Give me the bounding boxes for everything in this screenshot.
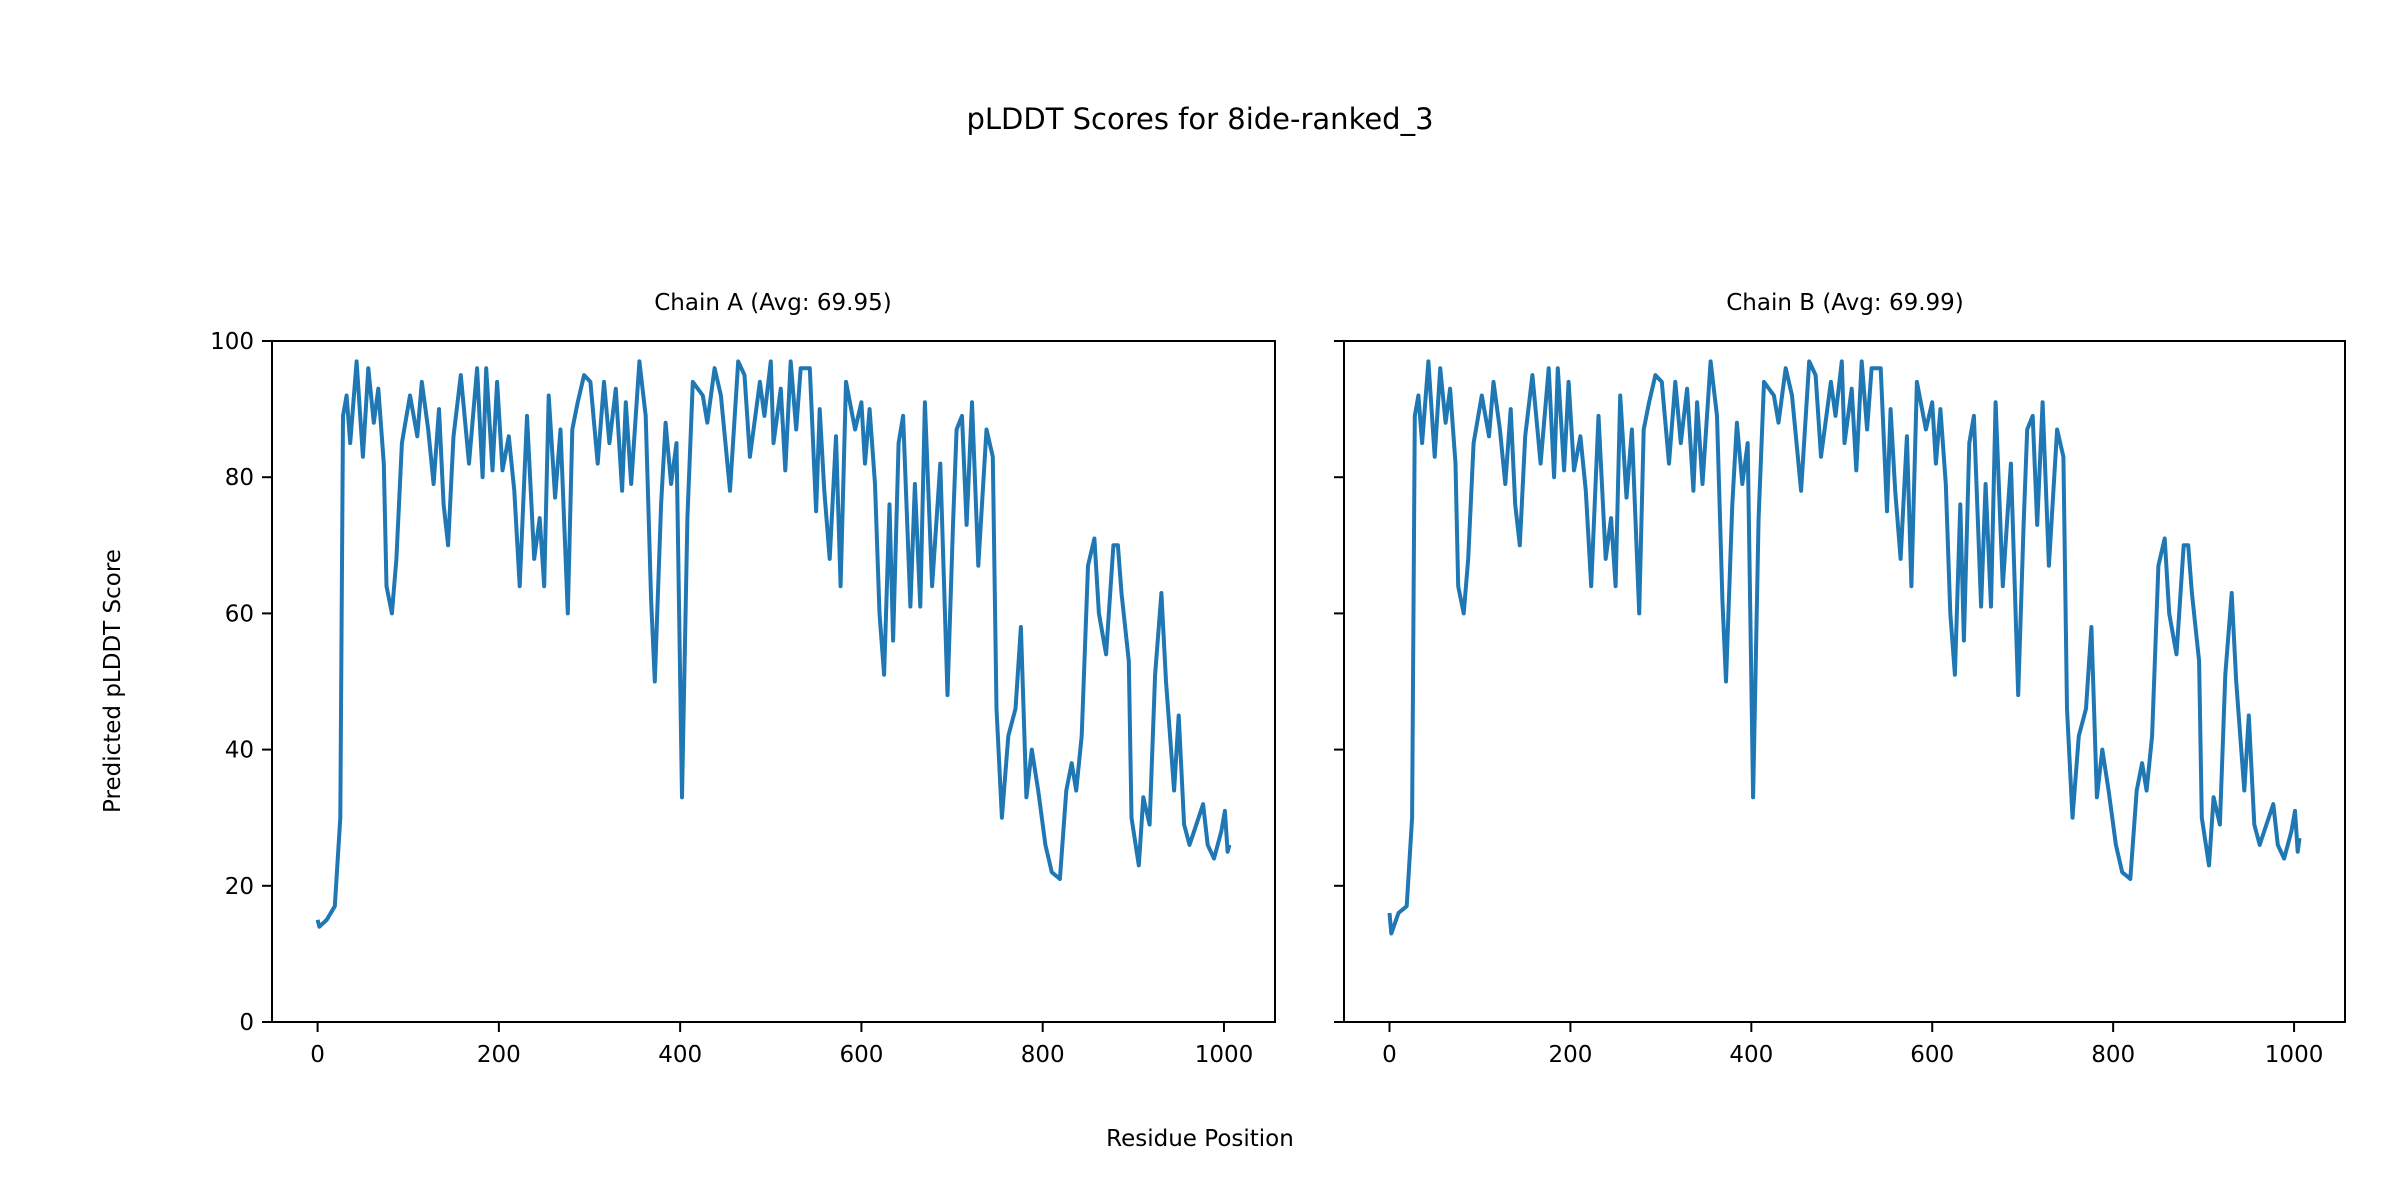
x-tick: 0 [310, 1022, 325, 1068]
x-tick-label: 0 [310, 1042, 325, 1068]
x-tick: 200 [1548, 1022, 1592, 1068]
y-tick: 100 [210, 329, 272, 355]
y-tick: 80 [225, 465, 272, 491]
chain-a-panel: Chain A (Avg: 69.95) 0 200 400 600 800 1000 0 2… [210, 290, 1276, 1068]
y-tick-label: 60 [225, 601, 254, 627]
y-axis-label: Predicted pLDDT Score [100, 549, 126, 813]
x-tick: 200 [477, 1022, 521, 1068]
x-tick: 400 [658, 1022, 702, 1068]
x-axis-label: Residue Position [1106, 1126, 1294, 1152]
x-tick-label: 600 [839, 1042, 883, 1068]
y-tick-label: 80 [225, 465, 254, 491]
chain-b-title: Chain B (Avg: 69.99) [1726, 290, 1964, 316]
x-tick-label: 800 [2091, 1042, 2135, 1068]
y-tick-label: 40 [225, 738, 254, 764]
x-tick: 1000 [2265, 1022, 2324, 1068]
chain-b-panel: Chain B (Avg: 69.99) 0 200 400 600 800 1000 [1334, 290, 2346, 1068]
x-tick: 600 [839, 1022, 883, 1068]
x-tick-label: 0 [1382, 1042, 1397, 1068]
y-tick: 60 [225, 601, 272, 627]
y-tick: 20 [225, 874, 272, 900]
y-tick-label: 20 [225, 874, 254, 900]
chain-a-title: Chain A (Avg: 69.95) [654, 290, 892, 316]
x-tick-label: 200 [477, 1042, 521, 1068]
plddt-line [315, 359, 1232, 929]
x-tick-label: 600 [1910, 1042, 1954, 1068]
y-tick-label: 0 [239, 1010, 254, 1036]
x-tick-label: 1000 [2265, 1042, 2324, 1068]
y-tick-label: 100 [210, 329, 254, 355]
x-tick: 1000 [1195, 1022, 1254, 1068]
x-tick: 800 [1021, 1022, 1065, 1068]
axes-frame [271, 340, 1276, 1023]
x-tick: 800 [2091, 1022, 2135, 1068]
x-tick: 600 [1910, 1022, 1954, 1068]
x-tick-label: 400 [658, 1042, 702, 1068]
x-tick: 0 [1382, 1022, 1397, 1068]
x-tick-label: 800 [1021, 1042, 1065, 1068]
x-tick-label: 200 [1548, 1042, 1592, 1068]
x-tick-label: 400 [1729, 1042, 1773, 1068]
plddt-line [1387, 359, 2302, 936]
y-tick: 0 [239, 1010, 272, 1036]
x-tick-label: 1000 [1195, 1042, 1254, 1068]
figure-title: pLDDT Scores for 8ide-ranked_3 [966, 102, 1433, 136]
axes-frame [1343, 340, 2346, 1023]
x-tick: 400 [1729, 1022, 1773, 1068]
y-tick: 40 [225, 738, 272, 764]
